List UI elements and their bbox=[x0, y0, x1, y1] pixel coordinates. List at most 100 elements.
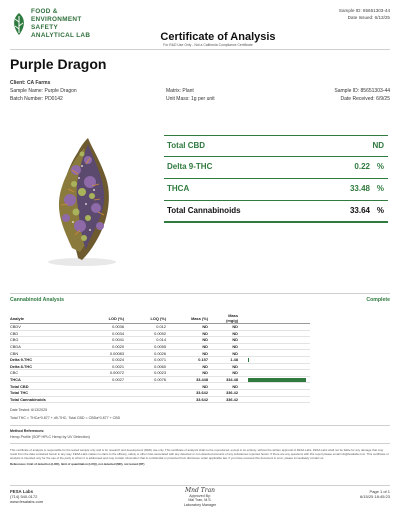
column-header: LOD (%) bbox=[90, 313, 132, 324]
table-cell-mass-pct: ND bbox=[174, 330, 216, 338]
approved-by-label: Approved By: bbox=[189, 493, 211, 498]
table-row: Total Cannabinoids 33.642 336.42 bbox=[10, 396, 310, 404]
table-cell-mass-mg: 336.42 bbox=[216, 389, 246, 397]
table-row: Total CBD ND ND bbox=[10, 382, 310, 390]
summary-label: THCA bbox=[167, 184, 190, 193]
table-cell-mass-pct: ND bbox=[174, 343, 216, 351]
table-row: CBN 0.00083 0.0026 ND ND bbox=[10, 349, 310, 357]
table-cell-bar bbox=[246, 356, 310, 364]
table-cell-analyte: CBDV bbox=[10, 323, 90, 331]
sample-id: Sample ID: 85651303-44 bbox=[334, 88, 390, 94]
table-cell-loq: 0.012 bbox=[132, 323, 174, 331]
company-website[interactable]: www.fesalabs.com bbox=[10, 499, 44, 505]
lab-contact: FESA Labs (714) 540-0172 www.fesalabs.co… bbox=[10, 489, 43, 505]
table-cell-lod: 0.0036 bbox=[90, 323, 132, 331]
table-row: CBG 0.0041 0.014 ND ND bbox=[10, 336, 310, 344]
table-cell-lod bbox=[90, 389, 132, 397]
batch-number: Batch Number: PD0142 bbox=[10, 96, 63, 102]
page-number: Page 1 of 1 bbox=[369, 489, 390, 494]
logo-line: SAFETY bbox=[31, 24, 59, 31]
table-cell-lod bbox=[90, 396, 132, 404]
table-cell-loq bbox=[132, 382, 174, 390]
column-header: Mass (%) bbox=[174, 313, 216, 324]
table-row: Delta 9-THC 0.0024 0.0071 0.157 1.48 bbox=[10, 356, 310, 364]
table-cell-mass-pct: 0.157 bbox=[174, 356, 216, 364]
table-cell-lod: 0.0041 bbox=[90, 336, 132, 344]
table-row: THCA 0.0027 0.0076 33.448 334.48 bbox=[10, 376, 310, 384]
table-cell-mass-pct: ND bbox=[174, 336, 216, 344]
table-cell-mass-mg: 336.42 bbox=[216, 396, 246, 404]
table-row: CBDA 0.0020 0.0055 ND ND bbox=[10, 343, 310, 351]
approver-title: Laboratory Manager bbox=[183, 502, 217, 507]
summary-value: 33.64 bbox=[349, 206, 370, 215]
table-cell-bar bbox=[246, 336, 310, 344]
table-cell-bar bbox=[246, 330, 310, 338]
table-cell-loq: 0.0055 bbox=[132, 343, 174, 351]
table-cell-mass-pct: ND bbox=[174, 382, 216, 390]
footer-divider bbox=[10, 485, 390, 486]
table-row: CBC 0.00072 0.0023 ND ND bbox=[10, 369, 310, 377]
table-cell-mass-mg: ND bbox=[216, 363, 246, 371]
column-header: Mass (mg/g) bbox=[216, 313, 246, 324]
table-header-row: Analyte LOD (%) LOQ (%) Mass (%) Mass (m… bbox=[10, 313, 310, 324]
mass-bar bbox=[248, 358, 250, 363]
table-cell-loq: 0.0076 bbox=[132, 376, 174, 384]
table-cell-analyte: Delta 8-THC bbox=[10, 363, 90, 371]
summary-unit: % bbox=[376, 184, 384, 193]
summary-unit: % bbox=[376, 206, 384, 215]
table-cell-loq: 0.014 bbox=[132, 336, 174, 344]
summary-unit: % bbox=[376, 162, 384, 171]
header-meta: Sample ID: 85651303-44 Date Issued: 6/13… bbox=[339, 7, 390, 21]
table-cell-lod: 0.00072 bbox=[90, 369, 132, 377]
table-cell-mass-mg: ND bbox=[216, 369, 246, 377]
table-cell-loq bbox=[132, 396, 174, 404]
method-divider bbox=[10, 425, 390, 426]
table-cell-analyte: Total Cannabinoids bbox=[10, 396, 90, 404]
table-cell-lod bbox=[90, 382, 132, 390]
logo-line: FOOD & bbox=[31, 8, 58, 15]
lab-logo-text: FOOD & ENVIRONMENT SAFETY ANALYTICAL LAB bbox=[31, 8, 90, 40]
table-cell-bar bbox=[246, 323, 310, 331]
page-info: Page 1 of 1 6/15/25 18:45:23 bbox=[360, 489, 390, 499]
summary-label: Total Cannabinoids bbox=[167, 206, 241, 215]
analysis-title: Cannabinoid Analysis bbox=[10, 297, 64, 303]
table-cell-mass-mg: ND bbox=[216, 323, 246, 331]
table-cell-analyte: Delta 9-THC bbox=[10, 356, 90, 364]
table-cell-lod: 0.0020 bbox=[90, 343, 132, 351]
disclaimer-text: This certificate of analysis is responsi… bbox=[10, 448, 389, 460]
document-subtitle: For R&D Use Only - Not a California Comp… bbox=[163, 43, 253, 47]
table-cell-mass-mg: ND bbox=[216, 330, 246, 338]
table-cell-mass-pct: ND bbox=[174, 363, 216, 371]
matrix: Matrix: Plant bbox=[166, 88, 194, 94]
matrix-info: Matrix: Plant Unit Mass: 1g per unit bbox=[166, 87, 215, 103]
table-cell-bar bbox=[246, 343, 310, 351]
report-footer: FESA Labs (714) 540-0172 www.fesalabs.co… bbox=[10, 488, 390, 515]
mass-bar bbox=[248, 378, 306, 382]
references: References: limit of detection (LOD), li… bbox=[10, 461, 145, 466]
table-cell-mass-pct: 33.448 bbox=[174, 376, 216, 384]
table-cell-loq: 0.0023 bbox=[132, 369, 174, 377]
sample-name: Sample Name: Purple Dragon bbox=[10, 88, 77, 94]
date-received: Date Received: 6/9/25 bbox=[340, 96, 390, 102]
summary-value: 33.48 bbox=[349, 184, 370, 193]
summary-label: Total CBD bbox=[167, 141, 206, 150]
header-sample-id: Sample ID: 85651303-44 bbox=[338, 8, 390, 13]
table-cell-lod: 0.0021 bbox=[90, 363, 132, 371]
column-header: LOQ (%) bbox=[132, 313, 174, 324]
table-cell-bar bbox=[246, 363, 310, 371]
table-cell-lod: 0.0024 bbox=[90, 356, 132, 364]
column-header: Analyte bbox=[10, 313, 90, 324]
method-divider-bottom bbox=[10, 443, 390, 444]
summary-value: 0.22 bbox=[354, 162, 370, 171]
disclaimer: This certificate of analysis is responsi… bbox=[10, 448, 390, 466]
table-cell-bar bbox=[246, 376, 310, 384]
table-cell-bar bbox=[246, 349, 310, 357]
logo-line: ENVIRONMENT bbox=[31, 16, 82, 23]
table-row: Delta 8-THC 0.0021 0.0060 ND ND bbox=[10, 363, 310, 371]
header-date-issued: Date Issued: 6/13/25 bbox=[347, 15, 390, 20]
table-cell-mass-pct: 33.642 bbox=[174, 396, 216, 404]
date-tested: Date Tested: 6/13/2025 bbox=[10, 408, 48, 412]
potency-summary: Total CBD ND Delta 9-THC 0.22 % THCA 33.… bbox=[164, 135, 388, 223]
table-cell-loq: 0.0071 bbox=[132, 356, 174, 364]
product-photo bbox=[48, 138, 116, 266]
